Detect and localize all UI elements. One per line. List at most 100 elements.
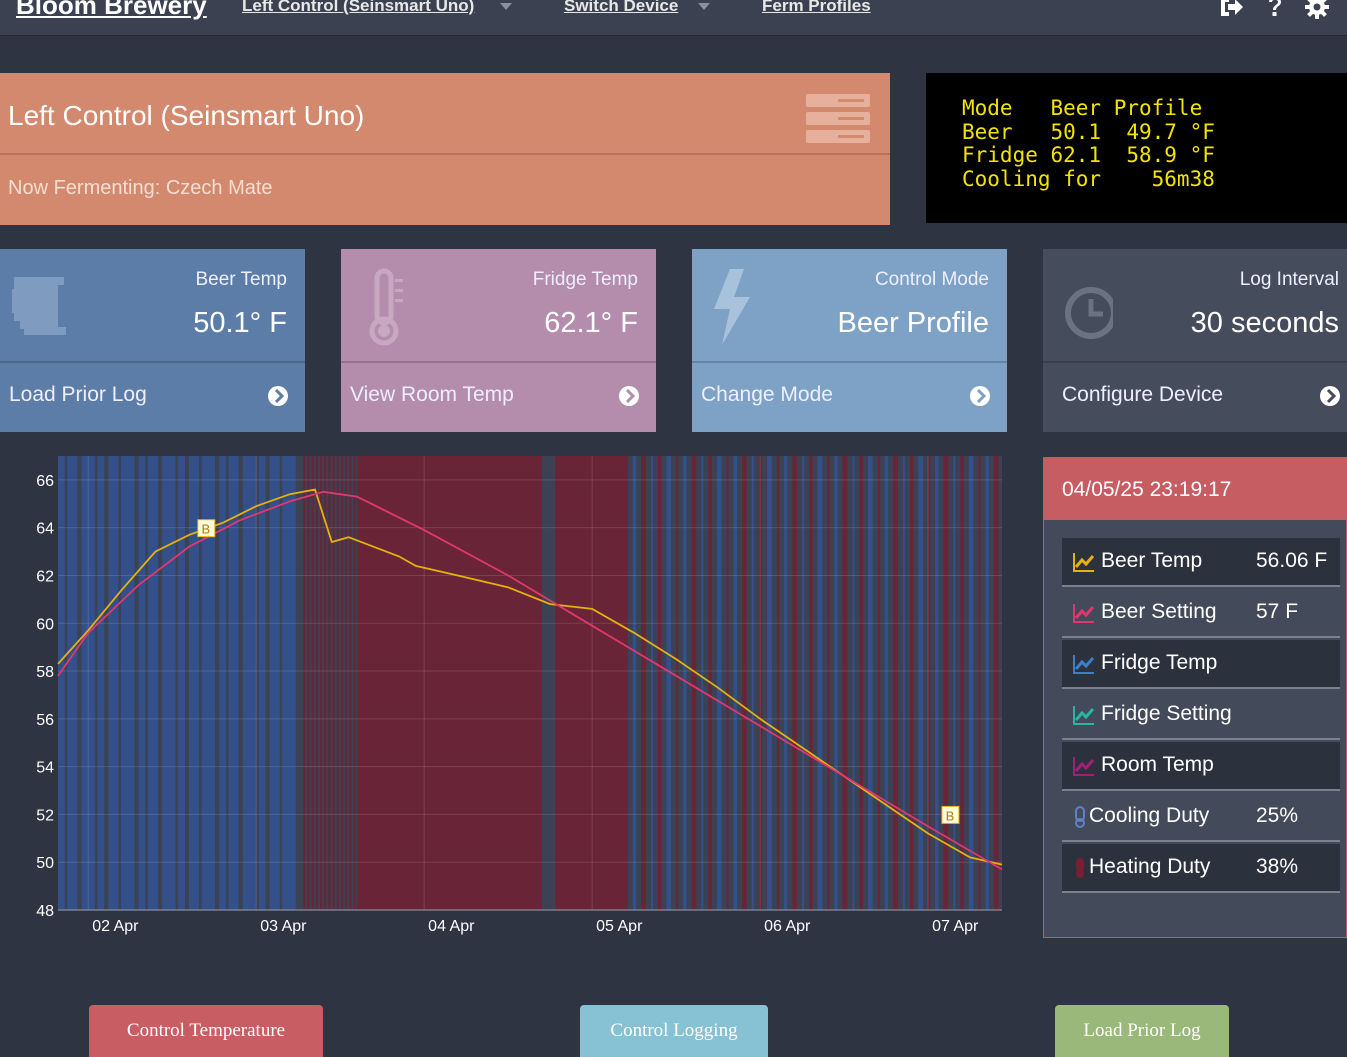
y-tick-label: 48 — [36, 903, 54, 920]
nav-device-link[interactable]: Left Control (Seinsmart Uno) — [242, 0, 475, 15]
cooling-band — [716, 456, 722, 910]
thermometer-icon — [1075, 806, 1085, 828]
card-value: Beer Profile — [837, 307, 989, 339]
legend-row-heating-duty[interactable]: Heating Duty 38% — [1062, 844, 1340, 893]
heating-band — [336, 456, 339, 910]
y-tick-label: 52 — [36, 807, 54, 824]
nav-switch-device-link[interactable]: Switch Device — [564, 0, 679, 15]
cooling-band — [258, 456, 266, 910]
brand-link[interactable]: Bloom Brewery — [16, 0, 207, 20]
legend-series-name: Beer Temp — [1101, 549, 1203, 572]
heating-band — [356, 456, 542, 910]
legend-series-name: Fridge Setting — [1101, 702, 1232, 725]
legend-row-fridge-temp[interactable]: Fridge Temp — [1062, 640, 1340, 689]
arrow-circle-right-icon[interactable] — [969, 385, 991, 407]
heating-band — [324, 456, 327, 910]
device-divider — [0, 153, 890, 155]
cooling-band — [58, 456, 65, 910]
y-tick-label: 62 — [36, 568, 54, 585]
change-mode-action[interactable]: Change Mode — [692, 361, 1007, 432]
cooling-band — [81, 456, 95, 910]
heating-band — [877, 456, 880, 910]
legend-row-room-temp[interactable]: Room Temp — [1062, 742, 1340, 791]
logout-icon[interactable] — [1218, 0, 1244, 20]
legend-panel: 04/05/25 23:19:17 Beer Temp 56.06 F Beer S… — [1043, 457, 1347, 938]
cooling-band — [201, 456, 216, 910]
line-chart-icon — [1073, 604, 1095, 623]
log-interval-card: Log Interval 30 seconds Configure Device — [1043, 249, 1347, 432]
heating-band — [345, 456, 348, 910]
fermenting-status: Now Fermenting: Czech Mate — [8, 177, 273, 199]
load-prior-log-action[interactable]: Load Prior Log — [0, 361, 305, 432]
legend-row-beer-setting[interactable]: Beer Setting 57 F — [1062, 589, 1340, 638]
cooling-band — [282, 456, 296, 910]
lcd-line: Mode Beer Profile — [962, 96, 1203, 120]
heating-band — [691, 456, 697, 910]
heating-band — [555, 456, 626, 910]
heating-band — [792, 456, 798, 910]
heating-band — [303, 456, 306, 910]
cooling-band — [751, 456, 754, 910]
cooling-band — [269, 456, 280, 910]
chevron-down-icon[interactable] — [500, 3, 512, 10]
card-top: Log Interval 30 seconds — [1043, 249, 1347, 361]
cooling-band — [683, 456, 687, 910]
legend-series-value: 25% — [1256, 804, 1299, 827]
beer-temp-card: Beer Temp 50.1° F Load Prior Log — [0, 249, 305, 432]
heating-band — [960, 456, 964, 910]
y-tick-label: 60 — [36, 616, 54, 633]
legend-row-fridge-setting[interactable]: Fridge Setting — [1062, 691, 1340, 740]
cooling-band — [733, 456, 737, 910]
nav-ferm-profiles-link[interactable]: Ferm Profiles — [762, 0, 871, 15]
heating-band — [741, 456, 747, 910]
control-logging-button[interactable]: Control Logging — [580, 1005, 768, 1057]
annotation-label: B — [946, 808, 955, 823]
y-tick-label: 50 — [36, 855, 54, 872]
lcd-line: Cooling for 56m38 — [962, 166, 1215, 191]
arrow-circle-right-icon[interactable] — [618, 385, 640, 407]
cooling-band — [817, 456, 823, 910]
legend-row-beer-temp[interactable]: Beer Temp 56.06 F — [1062, 538, 1340, 587]
cooling-band — [242, 456, 257, 910]
heating-band — [341, 456, 344, 910]
view-room-temp-action[interactable]: View Room Temp — [341, 361, 656, 432]
annotation-marker — [941, 805, 960, 824]
load-prior-log-button[interactable]: Load Prior Log — [1055, 1005, 1229, 1057]
device-panel: Left Control (Seinsmart Uno) Now Ferment… — [0, 73, 890, 225]
legend-series-name: Room Temp — [1101, 753, 1214, 776]
lcd-display: Mode Beer Profile Beer 50.1 49.7 °F Frid… — [926, 73, 1347, 223]
device-title: Left Control (Seinsmart Uno) — [8, 100, 365, 131]
cooling-band — [189, 456, 200, 910]
gear-icon[interactable] — [1304, 0, 1330, 20]
arrow-circle-right-icon[interactable] — [1319, 385, 1341, 407]
arrow-circle-right-icon[interactable] — [267, 385, 289, 407]
temperature-chart[interactable]: 48 50 52 54 56 58 60 62 64 66 02 Apr 03 Apr 04 Apr 05… — [0, 440, 1020, 950]
cooling-band — [97, 456, 105, 910]
legend-series-name: Beer Setting — [1101, 600, 1217, 623]
lcd-line: Fridge 62.1 58.9 °F — [962, 143, 1215, 167]
fridge-temp-card: Fridge Temp 62.1° F View Room Temp — [341, 249, 656, 432]
card-label: Control Mode — [874, 269, 989, 290]
heating-band — [349, 456, 352, 910]
heating-band — [776, 456, 779, 910]
chevron-down-icon[interactable] — [698, 3, 710, 10]
bolt-icon — [714, 269, 750, 345]
control-temperature-button[interactable]: Control Temperature — [89, 1005, 323, 1057]
x-tick-label: 07 Apr — [932, 918, 979, 935]
x-tick-label: 04 Apr — [428, 918, 475, 935]
y-tick-label: 64 — [36, 521, 54, 538]
cooling-band — [918, 456, 924, 910]
cooling-band — [767, 456, 772, 910]
heating-band — [758, 456, 763, 910]
cooling-band — [178, 456, 185, 910]
legend-row-cooling-duty[interactable]: Cooling Duty 25% — [1062, 793, 1340, 842]
cooling-band — [783, 456, 788, 910]
line-chart-icon — [1073, 553, 1095, 572]
heating-band — [328, 456, 331, 910]
help-icon[interactable] — [1262, 0, 1288, 20]
server-icon — [806, 94, 870, 143]
y-tick-label: 66 — [36, 473, 54, 490]
heating-band — [726, 456, 729, 910]
configure-device-action[interactable]: Configure Device — [1043, 361, 1347, 432]
card-value: 30 seconds — [1190, 307, 1339, 339]
